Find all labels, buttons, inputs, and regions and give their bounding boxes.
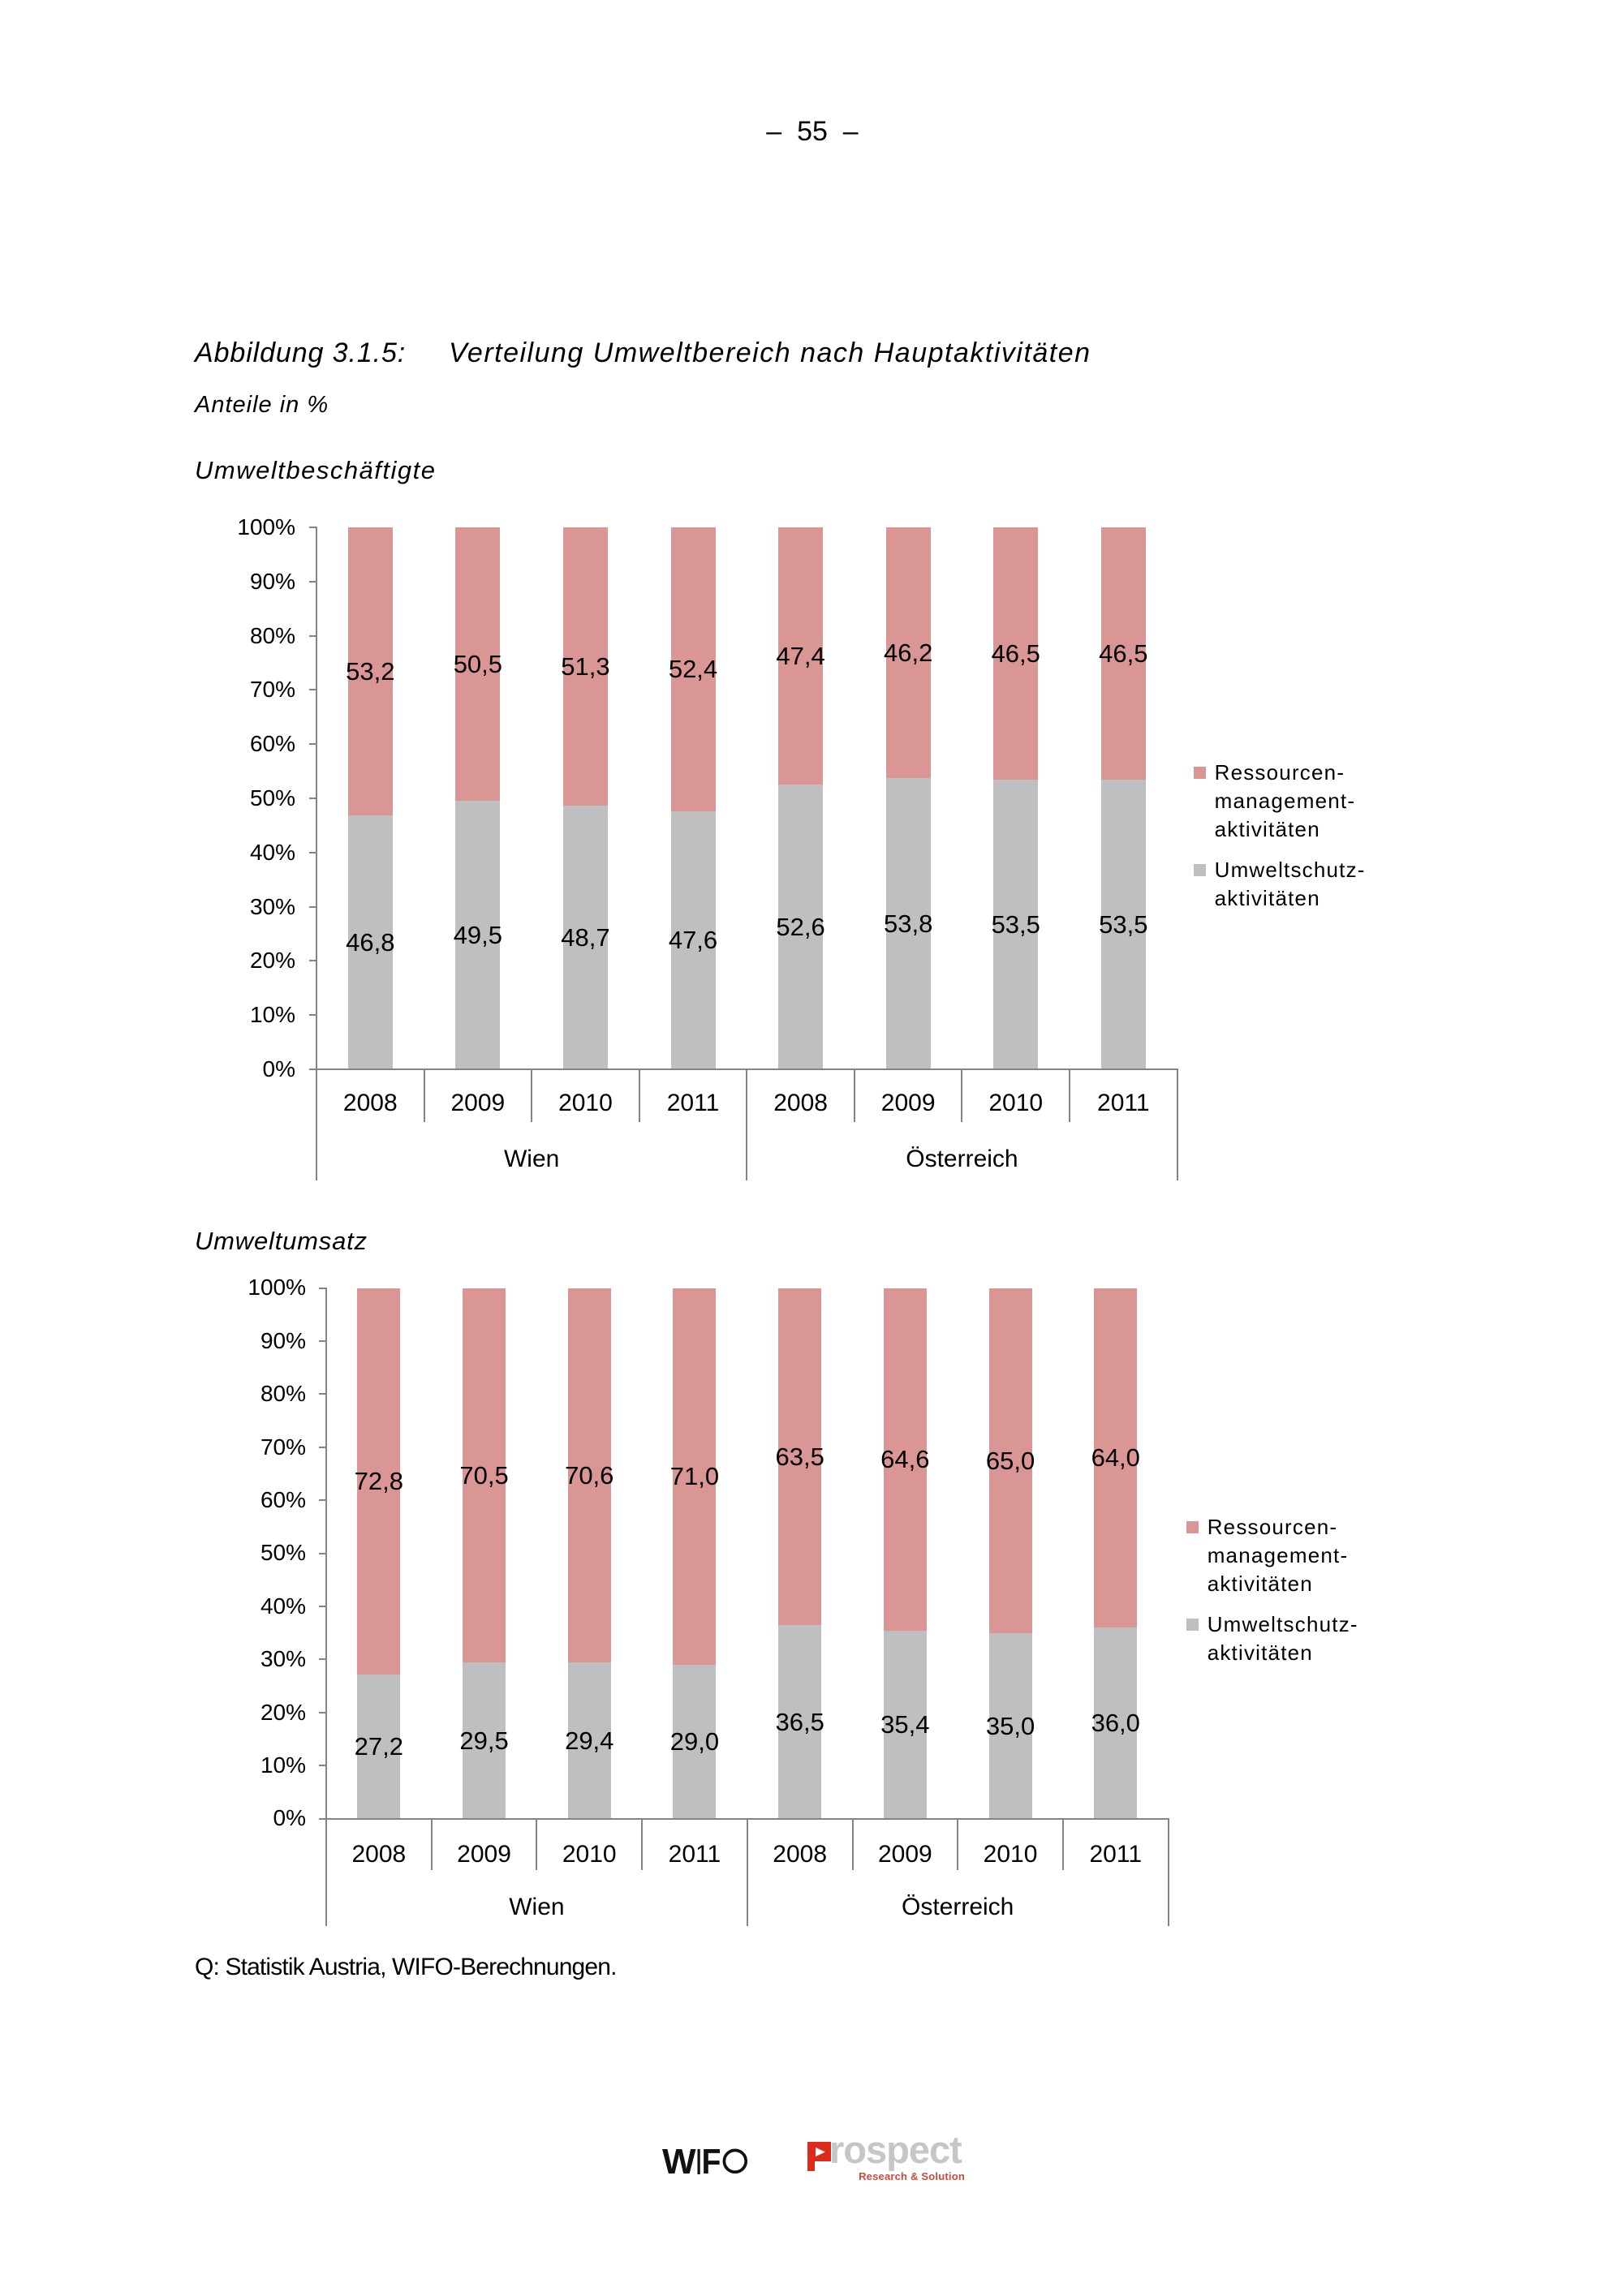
- svg-text:Research & Solution: Research & Solution: [859, 2170, 965, 2182]
- svg-text:W: W: [662, 2148, 696, 2178]
- svg-text:rospect: rospect: [829, 2130, 962, 2171]
- svg-text:F: F: [702, 2148, 721, 2178]
